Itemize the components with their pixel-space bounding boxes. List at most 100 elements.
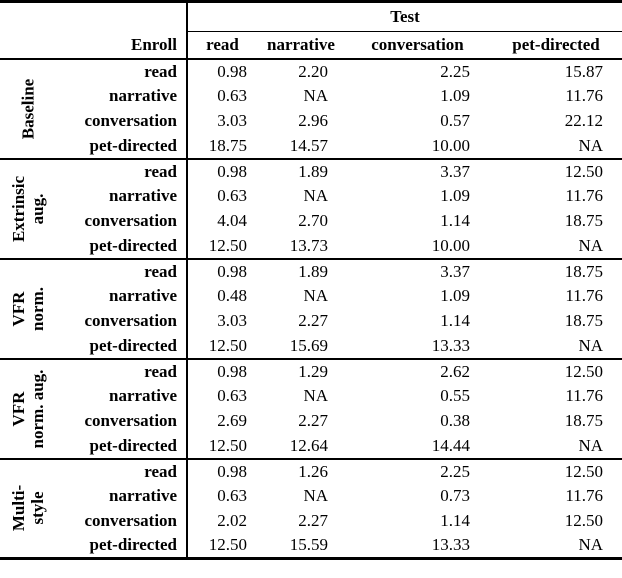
table-row: conversation 3.03 2.96 0.57 22.12 [0, 108, 622, 134]
value-cell: 12.50 [186, 433, 257, 460]
value-cell: 2.70 [298, 211, 328, 230]
value-cell: 0.57 [440, 111, 470, 130]
value-cell: 18.75 [564, 311, 604, 330]
value-cell: 12.50 [564, 461, 604, 481]
value-cell: 0.63 [186, 183, 257, 209]
value-cell: 12.50 [186, 233, 257, 260]
value-cell: NA [303, 386, 328, 405]
group-label-extrinsic-aug: Extrinsic aug. [0, 158, 56, 260]
value-cell: 1.29 [298, 361, 328, 381]
value-cell: 2.69 [186, 408, 257, 434]
value-cell: 3.37 [440, 261, 470, 281]
enroll-label: pet-directed [56, 333, 187, 360]
value-cell: 2.02 [186, 508, 257, 534]
value-cell: 1.09 [440, 286, 470, 305]
value-cell: 12.50 [564, 361, 604, 381]
table-row: Baseline read 0.98 2.20 2.25 15.87 [0, 58, 622, 160]
value-cell: 2.27 [298, 511, 328, 530]
value-cell: 15.87 [564, 61, 604, 81]
value-cell: 13.33 [345, 333, 490, 360]
value-cell: 0.63 [186, 83, 257, 109]
value-cell: 0.73 [440, 486, 470, 505]
group-label-vfr-norm: VFR norm. [0, 258, 56, 360]
value-cell: NA [490, 433, 622, 460]
value-cell: 18.75 [564, 211, 604, 230]
table-row: pet-directed 18.75 14.57 10.00 NA [0, 133, 622, 160]
table-row: conversation 3.03 2.27 1.14 18.75 [0, 308, 622, 334]
value-cell: 0.98 [186, 58, 257, 84]
value-cell: 0.63 [186, 483, 257, 509]
value-cell: NA [490, 233, 622, 260]
test-header-row: Test [0, 1, 622, 32]
value-cell: 12.50 [186, 533, 257, 559]
value-cell: 11.76 [565, 386, 604, 405]
enroll-label: narrative [109, 386, 177, 405]
value-cell: 14.57 [257, 133, 345, 160]
value-cell: 10.00 [345, 233, 490, 260]
value-cell: 11.76 [565, 286, 604, 305]
value-cell: NA [490, 133, 622, 160]
group-label-vfr-norm-aug: VFR norm. aug. [0, 358, 56, 460]
value-cell: 2.27 [298, 411, 328, 430]
enroll-label: conversation [84, 511, 177, 530]
col-header-narrative: narrative [257, 31, 345, 60]
enroll-label: read [144, 361, 177, 381]
group-label-multi-style: Multi- style [0, 459, 56, 559]
group-label-baseline: Baseline [0, 58, 56, 160]
value-cell: 12.50 [564, 511, 604, 530]
enroll-label: read [144, 61, 177, 81]
table-row: narrative 0.63 NA 0.55 11.76 [0, 383, 622, 409]
value-cell: 0.98 [186, 258, 257, 284]
group-label-text: Multi- style [9, 485, 47, 532]
value-cell: NA [578, 535, 604, 555]
value-cell: 3.03 [186, 108, 257, 134]
value-cell: 13.73 [257, 233, 345, 260]
enroll-label: read [144, 261, 177, 281]
value-cell: 15.59 [289, 535, 328, 555]
enroll-label: pet-directed [56, 133, 187, 160]
value-cell: 1.89 [298, 261, 328, 281]
value-cell: NA [303, 86, 328, 105]
value-cell: 11.76 [565, 486, 604, 505]
value-cell: 1.14 [440, 311, 470, 330]
table-row: narrative 0.63 NA 1.09 11.76 [0, 183, 622, 209]
value-cell: NA [303, 186, 328, 205]
value-cell: 0.98 [186, 458, 257, 484]
column-header-row: Enroll read narrative conversation pet-d… [0, 31, 622, 60]
enroll-label: read [144, 461, 177, 481]
group-label-text: VFR norm. [9, 286, 47, 331]
enroll-label: narrative [109, 86, 177, 105]
table-row: conversation 4.04 2.70 1.14 18.75 [0, 208, 622, 234]
value-cell: 12.64 [257, 433, 345, 460]
table-row: Multi- style read 0.98 1.26 2.25 12.50 [0, 458, 622, 531]
value-cell: 22.12 [564, 111, 604, 130]
value-cell: 14.44 [345, 433, 490, 460]
value-cell: 0.48 [186, 283, 257, 309]
group-label-text: Baseline [18, 78, 38, 139]
value-cell: 2.25 [440, 461, 470, 481]
enroll-label: narrative [109, 286, 177, 305]
value-cell: 18.75 [564, 411, 604, 430]
table-row: VFR norm. aug. read 0.98 1.29 2.62 12.50 [0, 358, 622, 460]
enroll-label: pet-directed [56, 233, 187, 260]
value-cell: 4.04 [186, 208, 257, 234]
value-cell: 3.37 [440, 161, 470, 181]
table-row: VFR norm. read 0.98 1.89 3.37 18.75 [0, 258, 622, 360]
value-cell: 1.09 [440, 186, 470, 205]
table-row: pet-directed 12.50 15.59 13.33 NA [0, 533, 622, 559]
value-cell: 1.89 [298, 161, 328, 181]
value-cell: 13.33 [431, 535, 470, 555]
enroll-label: narrative [109, 186, 177, 205]
group-label-text: VFR norm. aug. [9, 369, 47, 448]
value-cell: 0.63 [186, 383, 257, 409]
value-cell: 10.00 [345, 133, 490, 160]
results-table: Test Enroll read narrative conversation … [0, 0, 622, 560]
table-row: pet-directed 12.50 15.69 13.33 NA [0, 333, 622, 360]
value-cell: 3.03 [186, 308, 257, 334]
value-cell: 0.55 [440, 386, 470, 405]
value-cell: 0.98 [186, 158, 257, 184]
table-row: narrative 0.48 NA 1.09 11.76 [0, 283, 622, 309]
enroll-label: conversation [84, 211, 177, 230]
value-cell: 2.96 [298, 111, 328, 130]
